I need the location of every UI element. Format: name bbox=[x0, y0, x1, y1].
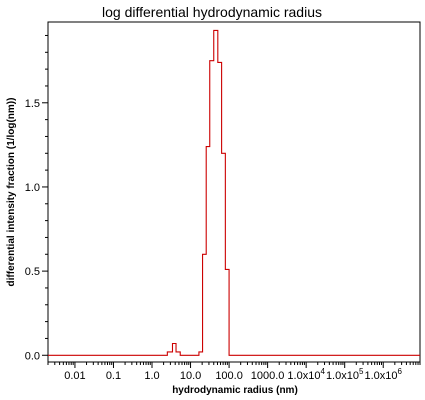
x-tick-label-base: 1.0x10 bbox=[326, 370, 359, 382]
x-tick-label: 1000.0 bbox=[251, 370, 285, 382]
series-line bbox=[48, 29, 420, 356]
y-tick-label: 1.0 bbox=[25, 182, 40, 194]
x-tick-label-exponent: 6 bbox=[398, 367, 403, 376]
y-axis: 0.0 0.5 1.0 1.5 bbox=[25, 34, 48, 362]
series-layer bbox=[48, 29, 420, 356]
x-tick-label: 1.0x104 bbox=[287, 367, 325, 382]
x-tick-label: 1.0x105 bbox=[326, 367, 364, 382]
x-tick-label-base: 1.0x10 bbox=[287, 370, 320, 382]
x-tick-label-base: 1.0x10 bbox=[364, 370, 397, 382]
y-tick-label: 0.5 bbox=[25, 266, 40, 278]
x-tick-label: 1.0x106 bbox=[364, 367, 402, 382]
x-tick-label-exponent: 4 bbox=[320, 367, 325, 376]
x-tick-label-exponent: 5 bbox=[359, 367, 364, 376]
y-tick-label: 0.0 bbox=[25, 350, 40, 362]
x-tick-label: 10.0 bbox=[180, 370, 201, 382]
y-axis-label: differential intensity fraction (1/log(n… bbox=[6, 98, 17, 287]
chart-title: log differential hydrodynamic radius bbox=[102, 4, 322, 20]
x-axis-label: hydrodynamic radius (nm) bbox=[172, 385, 298, 396]
x-tick-label: 100.0 bbox=[215, 370, 243, 382]
plot-area-frame bbox=[47, 21, 421, 363]
x-tick-label: 0.01 bbox=[64, 370, 85, 382]
x-axis: 0.01 0.1 1.0 10.0 100.0 1000.0 1.0x104 1.0x105 1… bbox=[47, 362, 421, 382]
x-tick-label: 0.1 bbox=[106, 370, 121, 382]
y-tick-label: 1.5 bbox=[25, 98, 40, 110]
x-tick-label: 1.0 bbox=[144, 370, 159, 382]
